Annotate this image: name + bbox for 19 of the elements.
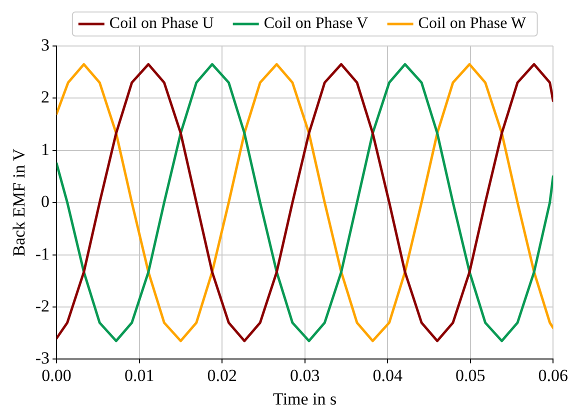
x-tick-label: 0.04	[372, 366, 403, 385]
y-tick-label: 2	[41, 88, 50, 107]
legend-label: Coil on Phase W	[418, 15, 527, 32]
x-tick-label: 0.02	[207, 366, 237, 385]
y-tick-label: 0	[41, 192, 50, 212]
x-axis-title: Time in s	[273, 389, 337, 408]
y-axis-title: Back EMF in V	[10, 148, 29, 257]
legend-label: Coil on Phase U	[109, 15, 214, 32]
y-tick-label: -1	[35, 244, 50, 264]
x-tick-label: 0.00	[42, 366, 72, 385]
legend-label: Coil on Phase V	[264, 15, 368, 32]
y-tick-label: 1	[41, 140, 50, 159]
x-tick-label: 0.01	[124, 366, 154, 385]
x-tick-label: 0.05	[455, 366, 486, 385]
y-tick-label: -2	[35, 296, 50, 316]
y-tick-label: 3	[41, 35, 50, 54]
x-tick-label: 0.03	[290, 366, 320, 385]
y-tick-label: -3	[35, 348, 50, 368]
x-tick-label: 0.06	[538, 366, 568, 385]
